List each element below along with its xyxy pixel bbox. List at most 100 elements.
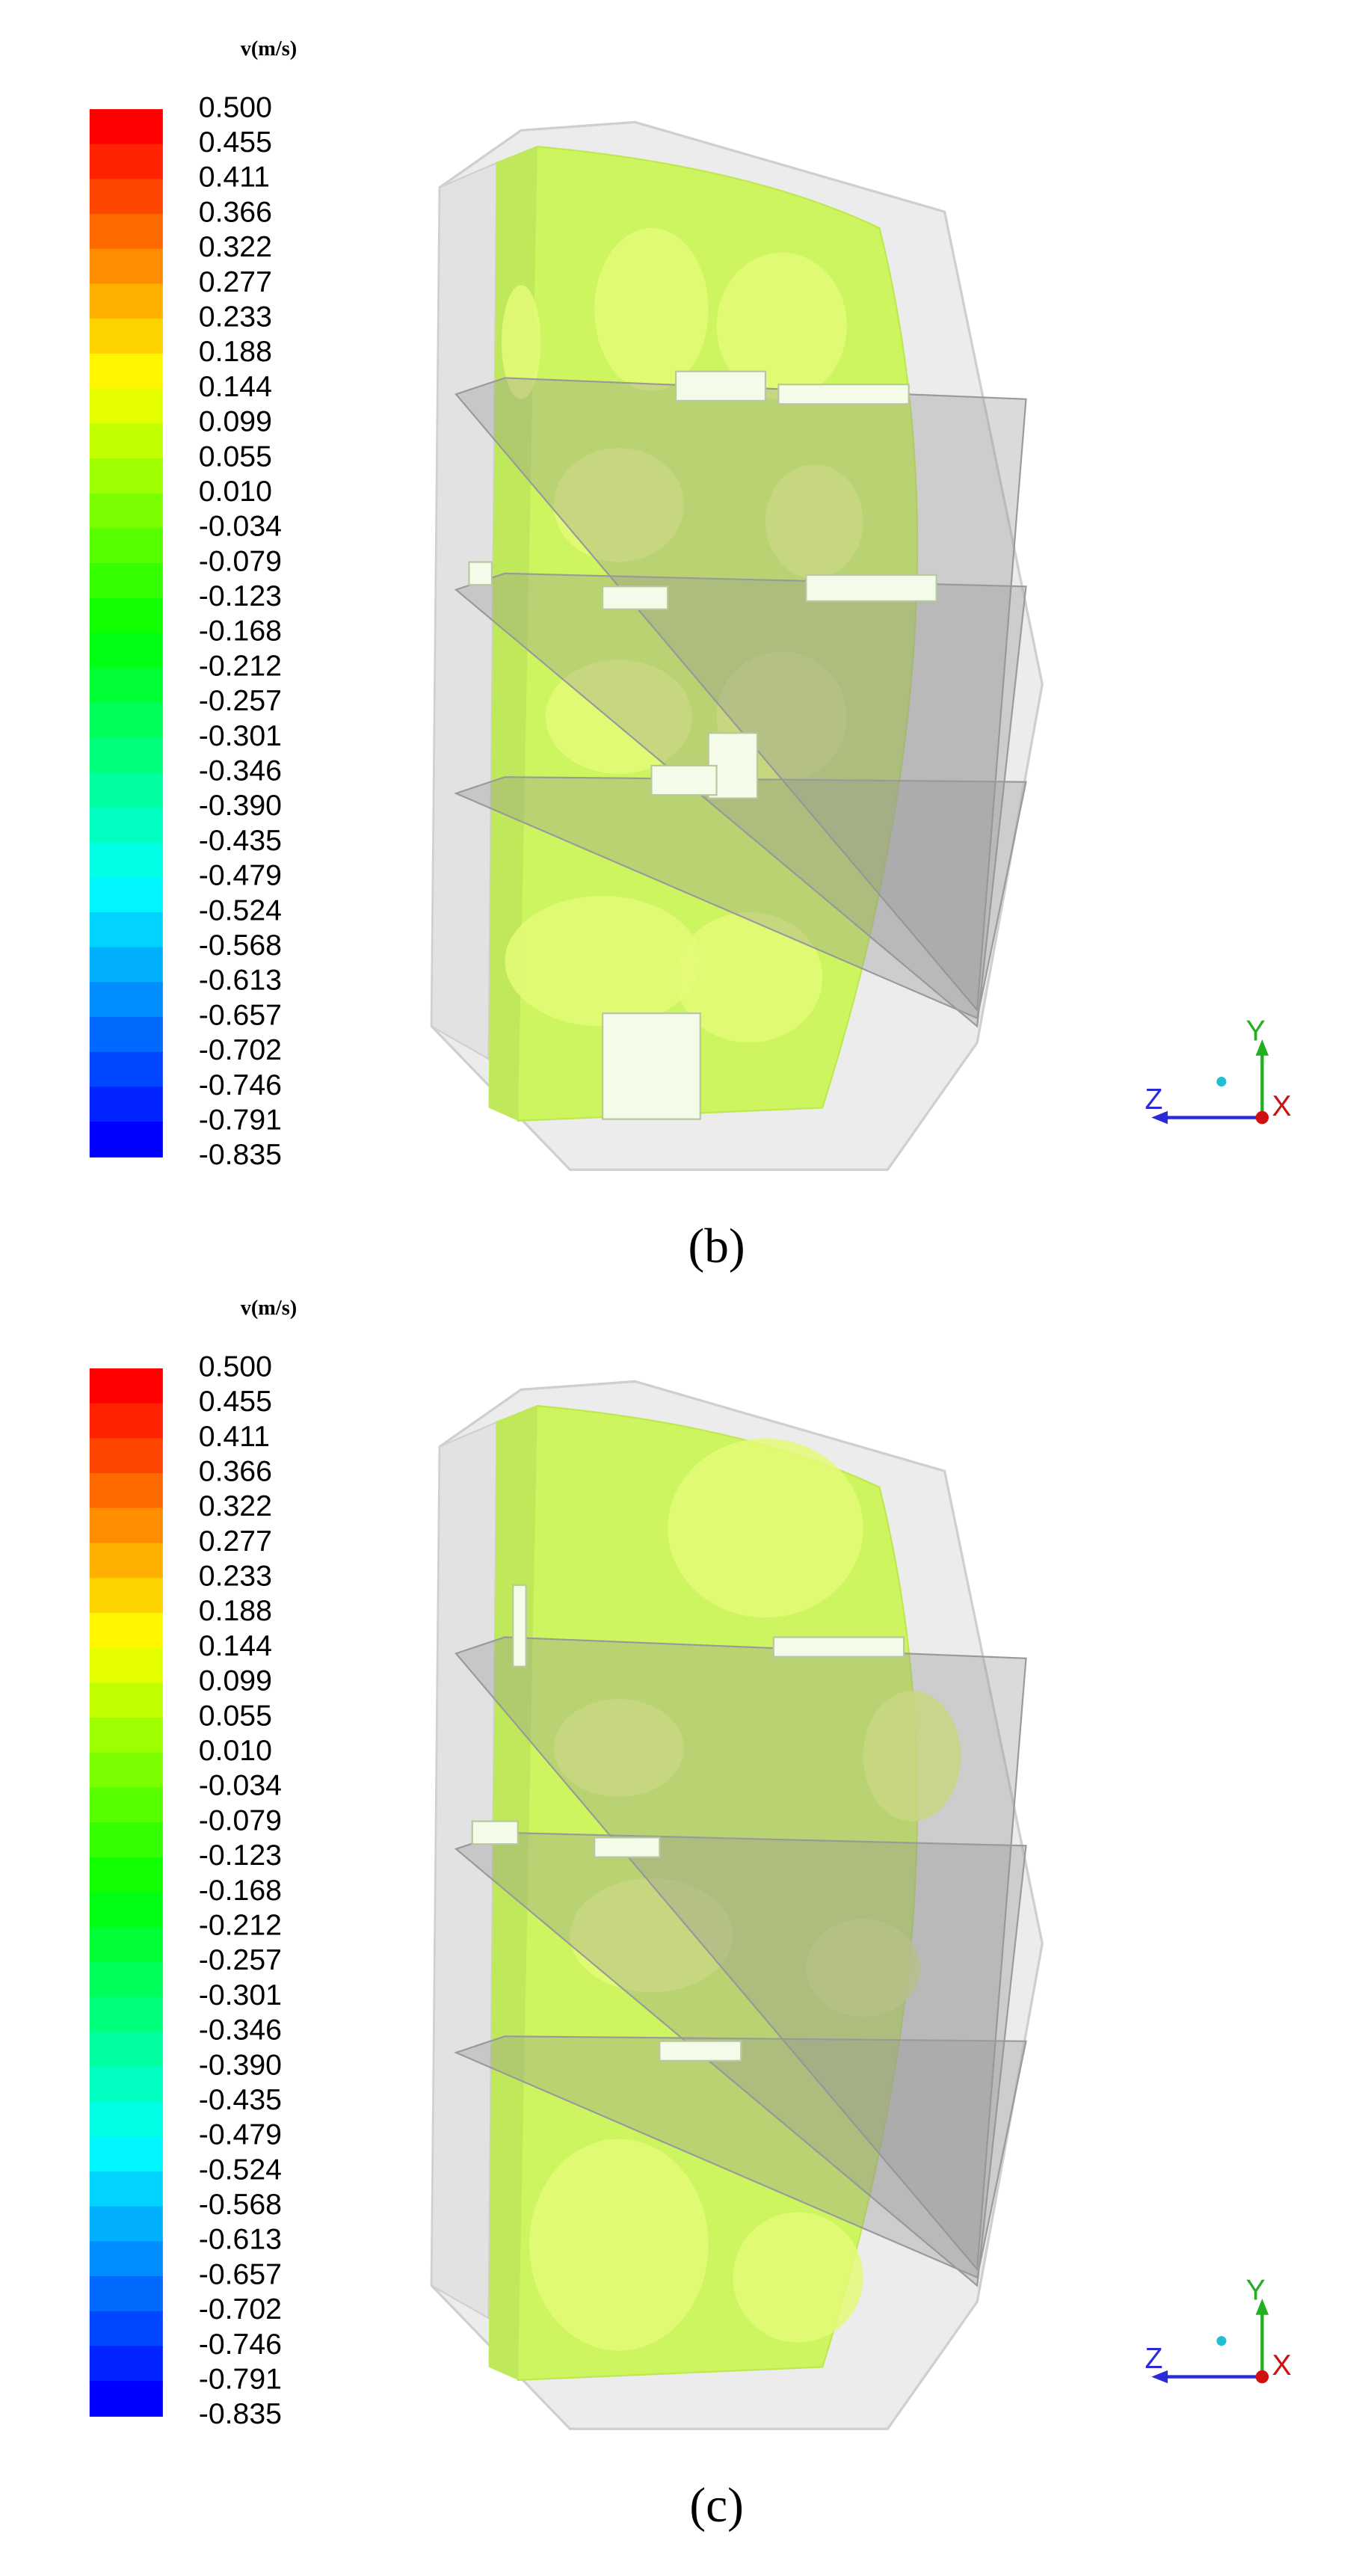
axis-z-head bbox=[1151, 2370, 1168, 2384]
color-swatch bbox=[89, 982, 163, 1018]
contour-region bbox=[668, 1438, 863, 1618]
legend-tick-label: 0.188 bbox=[199, 1595, 272, 1627]
color-swatch bbox=[89, 2101, 163, 2138]
legend-tick-label: -0.524 bbox=[199, 2154, 282, 2186]
color-swatch bbox=[89, 2136, 163, 2173]
color-swatch bbox=[89, 388, 163, 425]
color-swatch bbox=[89, 1612, 163, 1649]
legend-tick-label: 0.277 bbox=[199, 266, 272, 298]
color-swatch bbox=[89, 353, 163, 390]
axis-z-label: Z bbox=[1145, 2343, 1163, 2375]
legend-tick-label: -0.034 bbox=[199, 511, 282, 543]
contour-region bbox=[570, 1878, 733, 1993]
color-swatch bbox=[89, 702, 163, 739]
color-swatch bbox=[89, 1857, 163, 1893]
axis-x-label: X bbox=[1272, 1090, 1291, 1122]
color-swatch bbox=[89, 947, 163, 983]
color-swatch bbox=[89, 528, 163, 565]
panel-label: (c) bbox=[689, 2479, 744, 2533]
figure-content: v(m/s)0.5000.4550.4110.3660.3220.2770.23… bbox=[89, 37, 1292, 2533]
color-swatch bbox=[89, 1473, 163, 1509]
equipment bbox=[772, 1636, 905, 1658]
legend-tick-label: -0.301 bbox=[199, 1979, 282, 2011]
legend-tick-label: -0.657 bbox=[199, 999, 282, 1031]
shelf bbox=[453, 2035, 1027, 2279]
legend-tick-label: -0.257 bbox=[199, 685, 282, 717]
color-swatch bbox=[89, 1892, 163, 1928]
color-swatch bbox=[89, 1578, 163, 1614]
color-swatch bbox=[89, 1822, 163, 1858]
axis-z-label: Z bbox=[1145, 1083, 1163, 1116]
axis-x-dot bbox=[1255, 2370, 1269, 2384]
legend-tick-label: -0.257 bbox=[199, 1944, 282, 1976]
color-swatch bbox=[89, 283, 163, 320]
contour-region bbox=[553, 1699, 685, 1797]
legend-tick-label: -0.746 bbox=[199, 2328, 282, 2361]
color-swatch bbox=[89, 319, 163, 354]
legend-tick-label: -0.435 bbox=[199, 2084, 282, 2116]
axis-y-label: Y bbox=[1246, 1015, 1266, 1048]
equipment bbox=[468, 561, 493, 586]
shelf bbox=[455, 377, 1027, 1012]
shelf bbox=[455, 1636, 1027, 2272]
color-swatch bbox=[89, 1403, 163, 1439]
legend-tick-label: -0.212 bbox=[199, 650, 282, 682]
legend-tick-label: -0.613 bbox=[199, 965, 282, 997]
color-swatch bbox=[89, 1752, 163, 1789]
contour-region bbox=[553, 448, 685, 562]
legend-tick-label: -0.390 bbox=[199, 790, 282, 822]
legend-tick-label: -0.346 bbox=[199, 755, 282, 787]
color-swatch bbox=[89, 1122, 163, 1158]
color-swatch bbox=[89, 1682, 163, 1719]
legend-tick-label: -0.079 bbox=[199, 545, 282, 577]
legend-tick-label: -0.435 bbox=[199, 825, 282, 857]
color-swatch bbox=[89, 108, 163, 145]
color-swatch bbox=[89, 2241, 163, 2278]
legend-tick-label: 0.366 bbox=[199, 1455, 272, 1487]
legend-tick-label: -0.079 bbox=[199, 1804, 282, 1836]
color-swatch bbox=[89, 493, 163, 529]
legend-tick-label: -0.301 bbox=[199, 720, 282, 752]
color-swatch bbox=[89, 1787, 163, 1824]
color-swatch bbox=[89, 2346, 163, 2382]
legend-tick-label: 0.099 bbox=[199, 1665, 272, 1697]
legend-tick-label: -0.123 bbox=[199, 1839, 282, 1872]
color-swatch bbox=[89, 248, 163, 285]
legend-tick-label: 0.455 bbox=[199, 1386, 272, 1418]
legend-tick-label: -0.524 bbox=[199, 894, 282, 926]
equipment bbox=[512, 1584, 527, 1667]
color-swatch bbox=[89, 912, 163, 948]
color-swatch bbox=[89, 2066, 163, 2103]
color-swatch bbox=[89, 144, 163, 180]
equipment bbox=[777, 384, 910, 405]
color-swatch bbox=[89, 1086, 163, 1123]
legend-tick-label: -0.346 bbox=[199, 2014, 282, 2047]
legend-tick-label: -0.702 bbox=[199, 1034, 282, 1066]
contour-region bbox=[594, 228, 709, 391]
contour-region bbox=[716, 252, 847, 399]
legend-tick-label: -0.479 bbox=[199, 860, 282, 892]
legend-tick-label: 0.455 bbox=[199, 126, 272, 159]
axis-y-label: Y bbox=[1246, 2275, 1266, 2307]
legend-tick-label: 0.144 bbox=[199, 371, 272, 403]
legend-tick-label: -0.835 bbox=[199, 2398, 282, 2430]
color-swatch bbox=[89, 179, 163, 215]
legend-title: v(m/s) bbox=[241, 37, 297, 61]
shelf bbox=[453, 776, 1027, 1020]
color-swatch bbox=[89, 1927, 163, 1963]
equipment bbox=[659, 2040, 742, 2062]
legend-tick-label: -0.479 bbox=[199, 2119, 282, 2151]
legend-tick-label: -0.168 bbox=[199, 1875, 282, 1907]
axis-x-label: X bbox=[1272, 2349, 1291, 2382]
legend-tick-label: 0.411 bbox=[199, 1421, 270, 1453]
color-swatch bbox=[89, 1717, 163, 1753]
color-swatch bbox=[89, 2032, 163, 2068]
contour-region bbox=[505, 896, 700, 1027]
color-swatch bbox=[89, 1017, 163, 1053]
panel: v(m/s) 0.5000.4550.4110.3660.3220.2770.23… bbox=[89, 37, 1292, 1273]
legend-tick-label: 0.366 bbox=[199, 196, 272, 228]
legend-tick-label: -0.746 bbox=[199, 1069, 282, 1101]
legend-title: v(m/s) bbox=[241, 1297, 297, 1320]
color-swatch bbox=[89, 2276, 163, 2312]
